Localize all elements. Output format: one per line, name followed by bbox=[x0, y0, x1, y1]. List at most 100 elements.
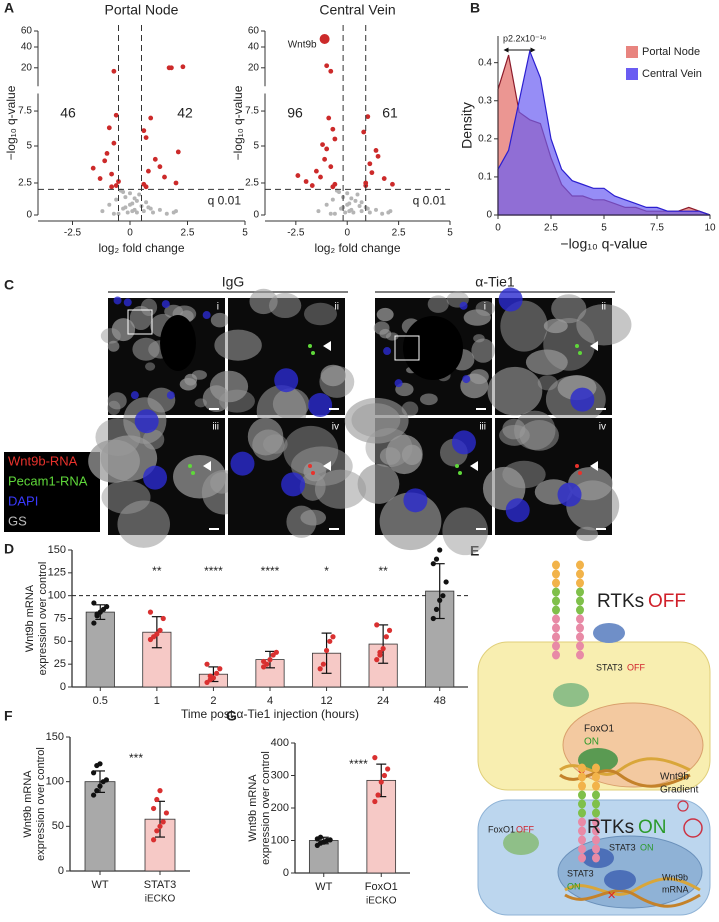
receptor-bead bbox=[578, 817, 586, 827]
data-point bbox=[327, 638, 333, 644]
point bbox=[361, 129, 367, 135]
micrograph: iii bbox=[88, 397, 246, 548]
x-tick-label: 24 bbox=[377, 695, 389, 707]
dot bbox=[188, 464, 192, 468]
protein-state: ON bbox=[584, 737, 599, 748]
tissue bbox=[286, 505, 317, 538]
receptor-bead bbox=[592, 763, 600, 773]
arrowhead bbox=[323, 341, 331, 351]
x-tick-label: 10 bbox=[704, 223, 716, 234]
nucleus bbox=[462, 375, 471, 384]
chart-title: Portal Node bbox=[105, 2, 179, 18]
point bbox=[349, 196, 354, 201]
receptor-bead bbox=[592, 826, 600, 836]
protein-state: OFF bbox=[516, 824, 534, 834]
point bbox=[111, 140, 117, 146]
receptor-bead bbox=[592, 790, 600, 800]
receptor-bead bbox=[552, 569, 560, 579]
micrograph: ii bbox=[487, 287, 632, 424]
data-point bbox=[160, 819, 166, 825]
point bbox=[134, 198, 139, 203]
nucleus bbox=[394, 379, 403, 388]
annotation: p2.2x10⁻¹⁶ bbox=[503, 33, 547, 43]
stat3-protein bbox=[604, 870, 636, 890]
point bbox=[295, 173, 301, 178]
receptor-bead bbox=[578, 808, 586, 818]
data-point bbox=[377, 649, 383, 655]
data-point bbox=[91, 600, 97, 606]
point bbox=[125, 210, 130, 215]
point bbox=[162, 174, 167, 180]
point bbox=[367, 161, 373, 167]
y-axis-label: expression over control bbox=[37, 562, 49, 676]
micrograph: ii bbox=[209, 288, 355, 438]
nucleus bbox=[113, 296, 122, 305]
y-tick-label: 0 bbox=[253, 210, 259, 221]
data-point bbox=[151, 837, 157, 843]
data-point bbox=[103, 777, 109, 783]
tissue bbox=[320, 364, 346, 387]
y-axis-label: Density bbox=[459, 102, 475, 149]
point bbox=[374, 207, 378, 212]
point bbox=[164, 211, 169, 216]
bar bbox=[366, 779, 397, 874]
data-point bbox=[372, 755, 378, 761]
significance: ** bbox=[152, 564, 162, 578]
tissue bbox=[173, 454, 227, 499]
point bbox=[375, 153, 381, 159]
y-tick-label: 25 bbox=[54, 658, 66, 670]
point bbox=[313, 168, 319, 174]
arrowhead bbox=[323, 461, 331, 471]
tissue bbox=[184, 373, 198, 386]
x-tick-label: -2.5 bbox=[287, 228, 305, 239]
data-point bbox=[317, 666, 323, 672]
tissue bbox=[194, 398, 207, 408]
y-tick-label: 0 bbox=[283, 867, 289, 879]
y-axis-label: Wnt9b mRNA bbox=[247, 774, 259, 842]
bar bbox=[85, 611, 115, 688]
density-area bbox=[497, 49, 711, 216]
micrograph: i bbox=[100, 296, 231, 416]
rtk-label: RTKs bbox=[587, 817, 634, 838]
receptor-bead bbox=[576, 632, 584, 642]
nucleus bbox=[143, 465, 168, 490]
data-point bbox=[330, 634, 336, 640]
data-point bbox=[380, 646, 386, 652]
dot bbox=[458, 471, 462, 475]
receptors bbox=[552, 560, 600, 863]
x-tick-label: STAT3 bbox=[144, 879, 177, 891]
point bbox=[328, 68, 334, 74]
highlight-label: Wnt9b bbox=[288, 40, 317, 51]
pathway-diagram: ✕ ✕ RTKs OFF STAT3 OFF FoxO1 ON RTKs ON … bbox=[477, 560, 711, 916]
significance: ** bbox=[378, 564, 388, 578]
micrograph: iii bbox=[344, 397, 492, 556]
tissue bbox=[469, 369, 489, 385]
data-point bbox=[375, 792, 381, 798]
mrna-label: mRNA bbox=[662, 884, 689, 894]
data-point bbox=[104, 604, 110, 610]
tissue bbox=[303, 302, 338, 326]
x-tick-label: 0 bbox=[344, 228, 350, 239]
arrowhead bbox=[590, 341, 598, 351]
receptor-bead bbox=[592, 799, 600, 809]
data-point bbox=[320, 661, 326, 667]
x-tick-label: 0.5 bbox=[93, 695, 108, 707]
x-axis-label: log₂ fold change bbox=[98, 241, 184, 255]
legend-swatch bbox=[626, 46, 638, 58]
tissue bbox=[525, 349, 568, 376]
point bbox=[175, 149, 181, 155]
x-tick-label: 0 bbox=[495, 223, 501, 234]
threshold-label: q 0.01 bbox=[208, 194, 242, 208]
significance: *** bbox=[129, 751, 143, 765]
tissue bbox=[219, 389, 255, 413]
data-point bbox=[207, 673, 213, 679]
foxo1-protein bbox=[578, 748, 618, 772]
receptor-bead bbox=[592, 844, 600, 854]
significance: * bbox=[324, 564, 329, 578]
x-tick-label: 2.5 bbox=[392, 228, 406, 239]
tissue bbox=[100, 328, 121, 344]
receptor-bead bbox=[592, 853, 600, 863]
data-point bbox=[91, 620, 97, 626]
point bbox=[326, 115, 332, 121]
bar bbox=[84, 781, 116, 872]
